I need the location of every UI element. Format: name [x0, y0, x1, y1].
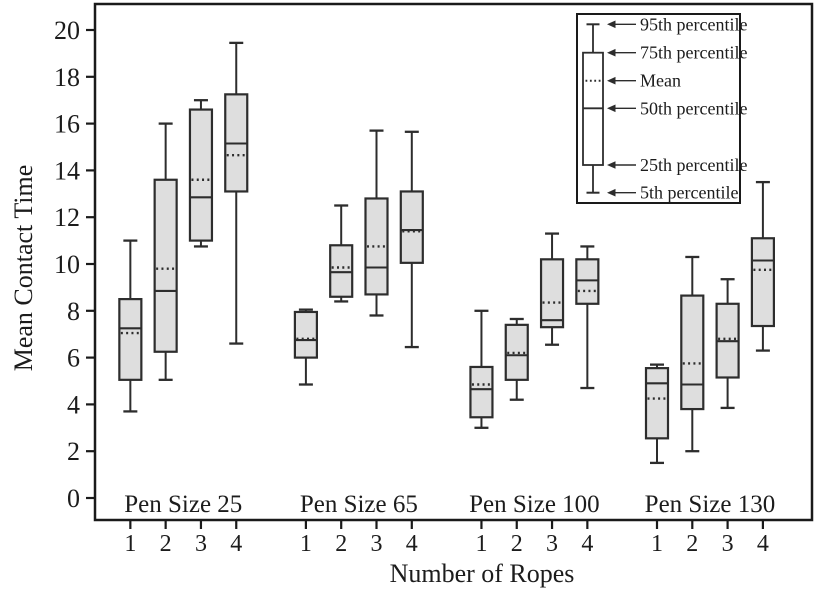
y-tick-label: 4	[67, 390, 80, 419]
iqr-box	[364, 197, 389, 296]
x-tick-label: 2	[686, 531, 698, 557]
iqr-box	[469, 365, 494, 419]
y-tick-label: 10	[54, 250, 80, 279]
x-axis-title: Number of Ropes	[389, 559, 575, 588]
legend-arrow-head	[607, 161, 616, 169]
legend-arrow-head	[607, 104, 616, 113]
legend-arrow-head	[607, 76, 616, 85]
y-tick-label: 2	[67, 437, 80, 466]
legend-arrow-head	[607, 48, 616, 57]
y-axis-title: Mean Contact Time	[9, 164, 38, 372]
y-tick-label: 18	[54, 63, 80, 92]
y-tick-label: 16	[54, 110, 80, 139]
legend-entry-label: 95th percentile	[640, 14, 747, 34]
x-tick-label: 4	[581, 531, 593, 557]
group-label: Pen Size 25	[124, 491, 242, 518]
legend-entry-label: Mean	[640, 71, 681, 91]
legend-entry-label: 75th percentile	[640, 43, 747, 63]
x-tick-label: 3	[195, 531, 207, 557]
iqr-box	[680, 294, 705, 411]
iqr-box	[575, 258, 600, 305]
legend-arrow-head	[607, 188, 616, 197]
iqr-box	[118, 298, 143, 381]
y-tick-label: 14	[54, 156, 80, 185]
y-tick-label: 8	[67, 297, 80, 326]
x-tick-label: 4	[757, 531, 769, 557]
plot-frame	[93, 2, 814, 522]
iqr-box	[153, 178, 178, 353]
iqr-box	[539, 258, 565, 329]
iqr-box	[504, 323, 529, 381]
group-label: Pen Size 100	[469, 491, 600, 518]
x-tick-label: 4	[406, 531, 418, 557]
x-tick-label: 1	[300, 531, 312, 557]
x-tick-label: 2	[335, 531, 347, 557]
legend-box	[576, 13, 741, 204]
x-tick-label: 1	[124, 531, 136, 557]
y-tick-label: 0	[67, 484, 80, 513]
iqr-box	[188, 108, 214, 242]
iqr-box	[399, 190, 424, 264]
legend-entry-label: 5th percentile	[640, 183, 738, 203]
x-tick-label: 4	[230, 531, 242, 557]
x-tick-label: 3	[371, 531, 383, 557]
legend-entry-label: 50th percentile	[640, 98, 747, 118]
x-tick-label: 2	[511, 531, 523, 557]
x-tick-label: 3	[546, 531, 558, 557]
legend-entry-label: 25th percentile	[640, 155, 747, 175]
legend-arrow-head	[607, 20, 616, 29]
iqr-box	[750, 237, 776, 328]
y-tick-label: 6	[67, 344, 80, 373]
iqr-box	[644, 367, 670, 440]
iqr-box	[329, 244, 354, 298]
group-label: Pen Size 130	[645, 491, 776, 518]
x-tick-label: 3	[722, 531, 734, 557]
y-tick-label: 20	[54, 16, 80, 45]
x-tick-label: 2	[160, 531, 172, 557]
x-tick-label: 1	[651, 531, 663, 557]
x-tick-label: 1	[475, 531, 487, 557]
group-label: Pen Size 65	[300, 491, 418, 518]
iqr-box	[293, 310, 318, 359]
y-tick-label: 12	[54, 203, 80, 232]
